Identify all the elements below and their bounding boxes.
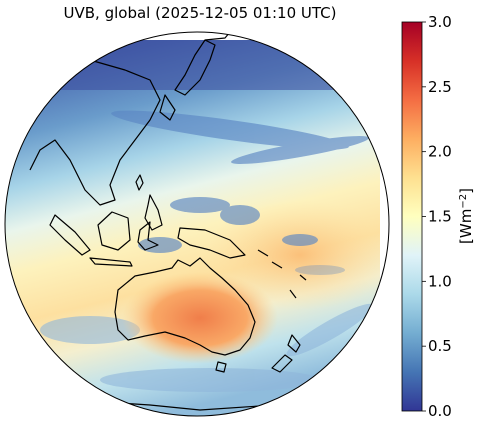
colorbar-tick-label: 1.0 [428, 272, 452, 290]
colorbar: 0.0 0.5 1.0 1.5 2.0 2.5 3.0 [Wm−2] [401, 13, 475, 420]
map-title: UVB, global (2025-12-05 01:10 UTC) [63, 4, 337, 22]
pacific-warm-region [205, 200, 380, 310]
east-asia-coast [29, 39, 161, 206]
colorbar-tick-label: 1.5 [428, 208, 452, 226]
colorbar-tick-label: 2.5 [428, 78, 452, 96]
colorbar-tick-label: 2.0 [428, 143, 452, 161]
australia-heat [122, 272, 278, 364]
colorbar-tick-label: 0.0 [428, 402, 452, 420]
colorbar-tick-label: 0.5 [428, 337, 452, 355]
borneo-coast [97, 211, 131, 251]
colorbar-scale [401, 21, 423, 412]
colorbar-label: [Wm−2] [457, 188, 475, 244]
new-guinea-coast [177, 227, 246, 259]
philippines-coast [144, 194, 163, 231]
globe-outline [4, 31, 390, 417]
new-zealand-coast [287, 334, 301, 353]
korea-coast [159, 94, 176, 121]
colorbar-tick-label: 3.0 [428, 13, 452, 31]
australia-coast [114, 257, 256, 356]
globe [4, 31, 390, 417]
